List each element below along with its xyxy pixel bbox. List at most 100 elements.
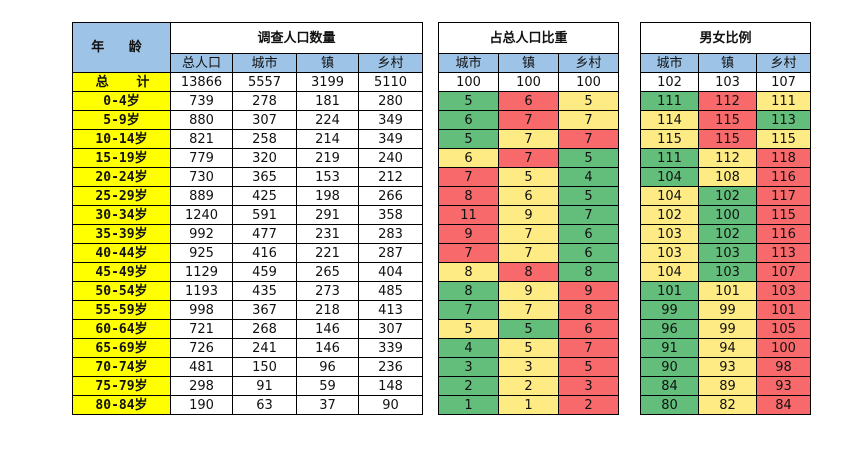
column-gap: [618, 22, 641, 415]
share-rural-cell: 4: [558, 167, 619, 187]
share-town-cell: 7: [498, 224, 559, 244]
share-town-cell: 3: [498, 357, 559, 377]
population-town-cell: 224: [296, 110, 359, 130]
table-row: 70-74岁 481 150 96 236 3 3 5 90 93 98: [72, 357, 811, 377]
population-total-cell: 726: [170, 338, 233, 358]
table-row: 35-39岁 992 477 231 283 9 7 6 103 102 116: [72, 224, 811, 244]
share-town-cell: 7: [498, 110, 559, 130]
population-town-cell: 198: [296, 186, 359, 206]
share-town-cell: 6: [498, 91, 559, 111]
share-rural-cell: 7: [558, 110, 619, 130]
share-city-cell: 7: [438, 243, 499, 263]
ratio-city-cell: 111: [640, 91, 699, 111]
ratio-rural-cell: 107: [756, 72, 811, 92]
population-city-cell: 416: [232, 243, 297, 263]
ratio-town-cell: 112: [698, 148, 757, 168]
ratio-rural-cell: 93: [756, 376, 811, 396]
table-row: 80-84岁 190 63 37 90 1 1 2 80 82 84: [72, 395, 811, 415]
header-row-groups: 年 龄 调查人口数量 占总人口比重 男女比例: [72, 22, 811, 415]
share-town-cell: 7: [498, 148, 559, 168]
share-rural-cell: 7: [558, 338, 619, 358]
ratio-city-cell: 104: [640, 167, 699, 187]
ratio-town-cell: 103: [698, 262, 757, 282]
population-town-cell: 214: [296, 129, 359, 149]
table-row: 25-29岁 889 425 198 266 8 6 5 104 102 117: [72, 186, 811, 206]
population-city-cell: 435: [232, 281, 297, 301]
share-city-cell: 7: [438, 300, 499, 320]
ratio-rural-cell: 116: [756, 167, 811, 187]
subheader-ratio-city: 城市: [640, 53, 699, 73]
share-city-cell: 1: [438, 395, 499, 415]
ratio-town-cell: 100: [698, 205, 757, 225]
share-city-cell: 2: [438, 376, 499, 396]
subheader-ratio-town: 镇: [698, 53, 757, 73]
share-town-cell: 7: [498, 300, 559, 320]
population-city-cell: 150: [232, 357, 297, 377]
population-rural-cell: 212: [358, 167, 423, 187]
age-group-cell: 5-9岁: [72, 110, 171, 130]
population-city-cell: 258: [232, 129, 297, 149]
population-town-cell: 59: [296, 376, 359, 396]
age-group-cell: 60-64岁: [72, 319, 171, 339]
table-row: 20-24岁 730 365 153 212 7 5 4 104 108 116: [72, 167, 811, 187]
share-rural-cell: 5: [558, 186, 619, 206]
population-town-cell: 273: [296, 281, 359, 301]
ratio-rural-cell: 113: [756, 243, 811, 263]
population-town-cell: 218: [296, 300, 359, 320]
ratio-city-cell: 103: [640, 224, 699, 244]
ratio-rural-cell: 100: [756, 338, 811, 358]
population-total-cell: 481: [170, 357, 233, 377]
subheader-share-city: 城市: [438, 53, 499, 73]
ratio-rural-cell: 101: [756, 300, 811, 320]
share-city-cell: 5: [438, 129, 499, 149]
header-age: 年 龄: [72, 22, 171, 73]
ratio-rural-cell: 115: [756, 205, 811, 225]
share-town-cell: 9: [498, 281, 559, 301]
table-row: 75-79岁 298 91 59 148 2 2 3 84 89 93: [72, 376, 811, 396]
population-total-cell: 1193: [170, 281, 233, 301]
population-rural-cell: 413: [358, 300, 423, 320]
population-rural-cell: 307: [358, 319, 423, 339]
table-row: 45-49岁 1129 459 265 404 8 8 8 104 103 107: [72, 262, 811, 282]
population-town-cell: 3199: [296, 72, 359, 92]
header-population-share: 占总人口比重: [438, 22, 619, 54]
age-group-cell: 45-49岁: [72, 262, 171, 282]
age-group-cell: 40-44岁: [72, 243, 171, 263]
ratio-rural-cell: 113: [756, 110, 811, 130]
ratio-town-cell: 102: [698, 186, 757, 206]
population-total-cell: 998: [170, 300, 233, 320]
population-total-cell: 13866: [170, 72, 233, 92]
population-city-cell: 63: [232, 395, 297, 415]
population-rural-cell: 5110: [358, 72, 423, 92]
population-total-cell: 925: [170, 243, 233, 263]
share-rural-cell: 3: [558, 376, 619, 396]
population-rural-cell: 148: [358, 376, 423, 396]
subheader-share-rural: 乡村: [558, 53, 619, 73]
age-group-cell: 55-59岁: [72, 300, 171, 320]
subheader-ratio-rural: 乡村: [756, 53, 811, 73]
population-total-cell: 880: [170, 110, 233, 130]
share-town-cell: 5: [498, 319, 559, 339]
population-rural-cell: 358: [358, 205, 423, 225]
population-town-cell: 37: [296, 395, 359, 415]
share-town-cell: 7: [498, 243, 559, 263]
ratio-city-cell: 102: [640, 205, 699, 225]
age-group-cell: 35-39岁: [72, 224, 171, 244]
ratio-rural-cell: 98: [756, 357, 811, 377]
header-row-subcolumns: 总人口 城市 镇 乡村 城市 镇 乡村 城市 镇 乡村: [73, 53, 811, 73]
table-row: 30-34岁 1240 591 291 358 11 9 7 102 100 115: [72, 205, 811, 225]
ratio-town-cell: 99: [698, 300, 757, 320]
share-city-cell: 6: [438, 110, 499, 130]
table-row: 55-59岁 998 367 218 413 7 7 8 99 99 101: [72, 300, 811, 320]
share-rural-cell: 8: [558, 262, 619, 282]
share-town-cell: 8: [498, 262, 559, 282]
share-town-cell: 100: [498, 72, 559, 92]
age-group-cell: 65-69岁: [72, 338, 171, 358]
population-total-cell: 992: [170, 224, 233, 244]
age-group-cell: 0-4岁: [72, 91, 171, 111]
population-total-cell: 298: [170, 376, 233, 396]
ratio-city-cell: 102: [640, 72, 699, 92]
table-row: 总 计 13866 5557 3199 5110 100 100 100 102 103 107: [72, 72, 811, 92]
population-city-cell: 268: [232, 319, 297, 339]
ratio-city-cell: 90: [640, 357, 699, 377]
